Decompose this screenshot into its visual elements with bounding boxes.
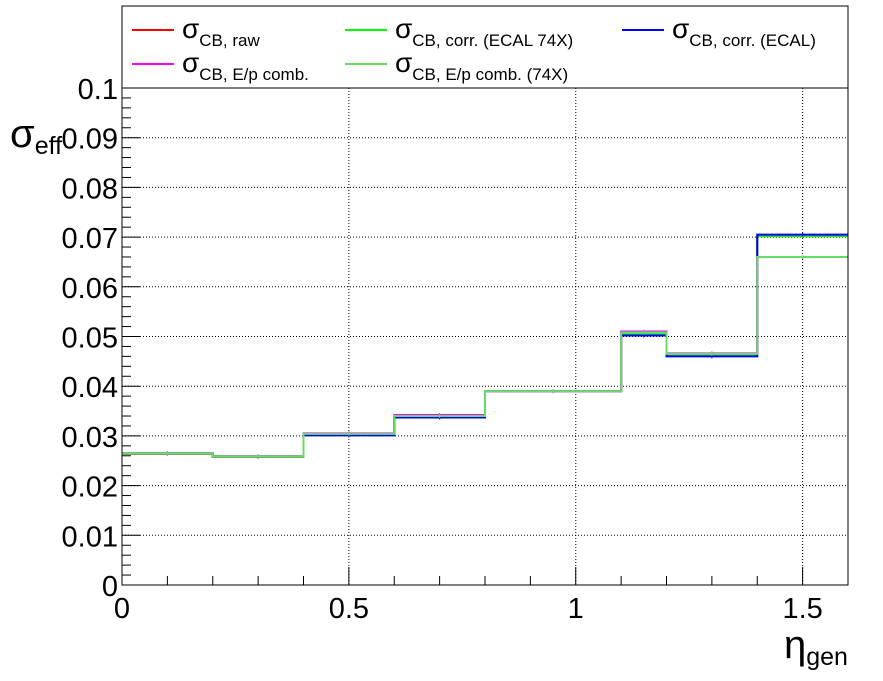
y-tick-label: 0.07 <box>62 223 118 255</box>
y-tick-label: 0.02 <box>62 472 118 504</box>
y-tick-label: 0.1 <box>78 74 118 106</box>
x-tick-label: 0.5 <box>329 593 369 625</box>
y-tick-label: 0 <box>102 571 118 603</box>
legend-label: σCB, E/p comb. (74X) <box>395 47 568 84</box>
y-tick-label: 0.06 <box>62 273 118 305</box>
legend-label: σCB, E/p comb. <box>182 47 309 84</box>
y-tick-label: 0.01 <box>62 521 118 553</box>
axis-layer: 0 0.01 0.02 0.03 0.04 0.05 0.06 0.07 0.08 0.09 0.1… <box>62 74 849 625</box>
axis-titles: σeff ηgen <box>10 112 848 671</box>
legend-entry: σCB, corr. (ECAL 74X) <box>345 13 573 50</box>
y-axis-title: σeff <box>10 112 62 160</box>
y-tick-label: 0.04 <box>62 372 118 404</box>
y-tick-label: 0.09 <box>62 124 118 156</box>
legend: σCB, raw σCB, corr. (ECAL 74X) σCB, corr. … <box>121 5 849 89</box>
x-tick-label: 1 <box>568 593 584 625</box>
x-axis-title: ηgen <box>784 623 848 671</box>
legend-label: σCB, corr. (ECAL) <box>672 13 816 50</box>
legend-entry: σCB, E/p comb. (74X) <box>345 47 568 84</box>
legend-label: σCB, corr. (ECAL 74X) <box>395 13 573 50</box>
legend-box <box>121 5 849 89</box>
y-tick-label: 0.03 <box>62 422 118 454</box>
legend-entry: σCB, corr. (ECAL) <box>622 13 816 50</box>
y-tick-label: 0.05 <box>62 323 118 355</box>
legend-entry: σCB, E/p comb. <box>132 47 309 84</box>
x-tick-label: 1.5 <box>782 593 822 625</box>
legend-label: σCB, raw <box>182 13 260 50</box>
y-tick-label: 0.08 <box>62 173 118 205</box>
grid-layer <box>122 88 848 585</box>
x-tick-label: 0 <box>114 593 130 625</box>
legend-entry: σCB, raw <box>132 13 260 50</box>
series-layer <box>122 232 848 459</box>
